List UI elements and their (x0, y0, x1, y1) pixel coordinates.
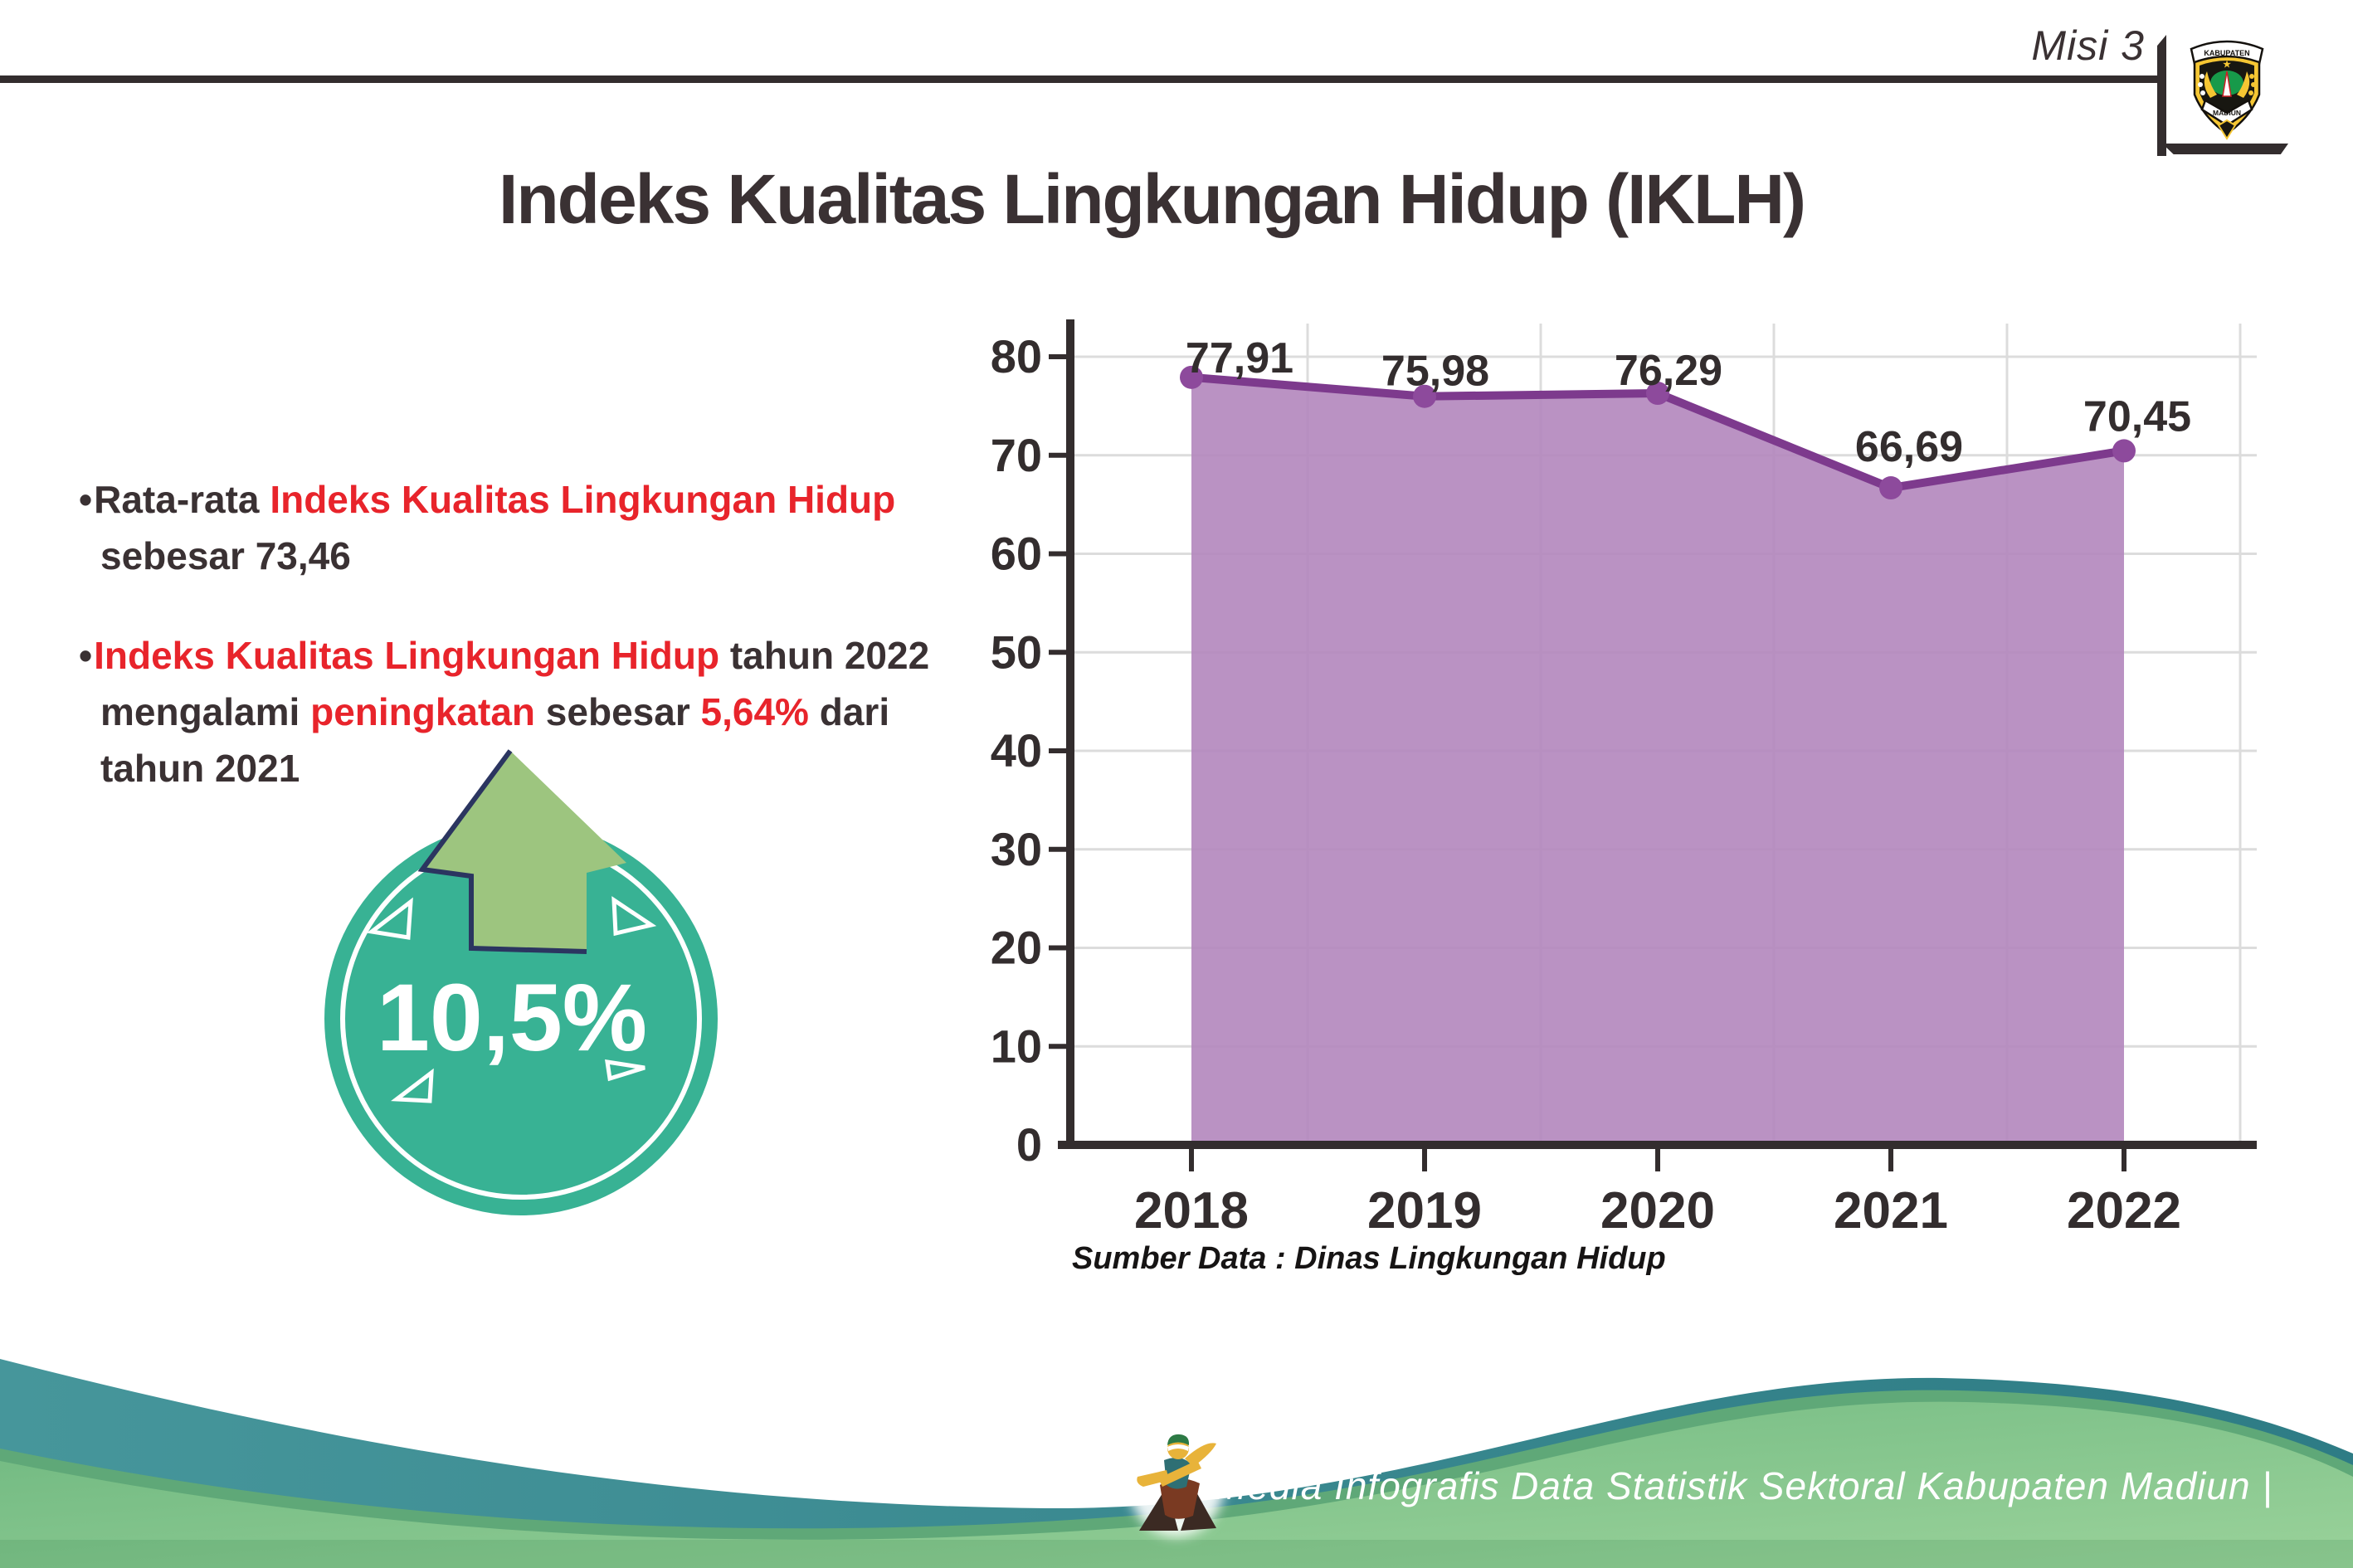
bullet-marker: • (79, 478, 93, 521)
y-tick-label: 60 (991, 528, 1042, 580)
bullet-marker: • (79, 634, 93, 677)
data-label: 77,91 (1186, 334, 1293, 382)
x-tick-label: 2018 (1134, 1182, 1249, 1239)
footer-wave-art (0, 1359, 2353, 1568)
badge-accent-triangle (605, 1059, 645, 1082)
data-source-note: Sumber Data : Dinas Lingkungan Hidup (1072, 1241, 1666, 1276)
bullet-text-segment: tahun 2022 (719, 634, 930, 677)
badge-value: 10,5% (377, 965, 647, 1071)
bullet-line: sebesar 73,46 (79, 528, 1016, 584)
y-tick-label: 30 (991, 823, 1042, 875)
kabupaten-madiun-logo-icon: ★ KABUPATEN MADIUN (2190, 40, 2264, 140)
y-tick-label: 0 (1016, 1118, 1042, 1171)
logo-bottom-tip (2217, 119, 2237, 140)
data-label: 75,98 (1381, 348, 1489, 396)
badge-accent-triangle (366, 897, 413, 940)
bullet-text-segment: sebesar 73,46 (100, 534, 351, 577)
bullet-list: •Rata-rata Indeks Kualitas Lingkungan Hi… (79, 471, 1016, 840)
y-tick-label: 20 (991, 922, 1042, 974)
mission-label: Misi 3 (2031, 22, 2145, 69)
footer-bottom-strip (0, 1540, 2353, 1568)
data-point (1180, 365, 1203, 389)
dancer-mascot-icon (1128, 1430, 1225, 1536)
footer-caption: Media Infografis Data Statistik Sektoral… (1215, 1464, 2273, 1507)
data-point (1646, 382, 1669, 406)
bullet-text-segment: 5,64% (700, 690, 809, 733)
logo-top-text: KABUPATEN (2204, 49, 2249, 57)
bullet-text-segment: peningkatan (310, 690, 536, 733)
y-tick-label: 50 (991, 626, 1042, 678)
x-tick-label: 2021 (1834, 1182, 1948, 1239)
x-tick-label: 2020 (1600, 1182, 1715, 1239)
iklh-area-chart: 0 10 20 30 40 50 60 70 80 2018 2019 2020 2021 2022 77,… (991, 319, 2257, 1239)
chart-axes (1049, 319, 2257, 1171)
x-tick-label: 2019 (1367, 1182, 1482, 1239)
bullet-line: tahun 2021 (79, 740, 1016, 796)
bullet-text-segment: Indeks Kualitas Lingkungan Hidup (94, 634, 720, 677)
up-arrow-outline (417, 749, 587, 954)
bullet-text-segment: sebesar (535, 690, 701, 733)
bullet-text-segment: tahun 2021 (100, 747, 300, 790)
logo-rice-dot (2251, 82, 2256, 87)
bullet-text-segment: mengalami (100, 690, 311, 733)
chart-series (1180, 365, 2136, 1146)
data-point (1879, 476, 1902, 500)
logo-rice-dot (2248, 90, 2253, 95)
bullet-line: mengalami peningkatan sebesar 5,64% dari (79, 684, 1016, 740)
bullet-text-segment: Rata-rata (94, 478, 270, 521)
bullet-item: •Indeks Kualitas Lingkungan Hidup tahun … (79, 627, 1016, 796)
logo-cotton-dot (2200, 74, 2204, 79)
badge-accent-triangle (611, 896, 657, 937)
header-divider-line (0, 75, 2162, 83)
logo-star-icon: ★ (2223, 60, 2231, 70)
logo-left-wing-icon (2204, 71, 2217, 98)
logo-right-wing-icon (2237, 71, 2250, 98)
page-title: Indeks Kualitas Lingkungan Hidup (IKLH) (498, 160, 1806, 239)
data-label: 76,29 (1615, 347, 1722, 395)
data-point (2112, 439, 2136, 463)
bullet-text-segment: Indeks Kualitas Lingkungan Hidup (270, 478, 896, 521)
chart-labels: 0 10 20 30 40 50 60 70 80 2018 2019 2020 2021 2022 77,… (991, 330, 2191, 1239)
x-tick-label: 2022 (2067, 1182, 2181, 1239)
data-label: 66,69 (1855, 423, 1963, 471)
bullet-text-segment: dari (808, 690, 890, 733)
y-tick-label: 80 (991, 330, 1042, 382)
y-tick-label: 70 (991, 429, 1042, 481)
logo-cotton-dot (2198, 82, 2203, 87)
y-tick-label: 10 (991, 1020, 1042, 1072)
y-tick-label: 40 (991, 724, 1042, 777)
badge-accent-triangle (391, 1068, 434, 1103)
logo-cotton-dot (2200, 90, 2205, 95)
logo-bottom-text: MADIUN (2213, 109, 2241, 117)
badge-circle (324, 822, 718, 1215)
data-point (1413, 384, 1436, 408)
series-area (1191, 377, 2124, 1146)
increase-badge: 10,5% (324, 749, 718, 1215)
header-vertical-bar (2157, 35, 2166, 156)
header-corner-bar (2162, 144, 2288, 154)
logo-rice-dot (2249, 74, 2254, 79)
bullet-item: •Rata-rata Indeks Kualitas Lingkungan Hi… (79, 471, 1016, 584)
data-label: 70,45 (2083, 392, 2191, 441)
bullet-line: •Rata-rata Indeks Kualitas Lingkungan Hi… (79, 471, 1016, 528)
green-wave (0, 1401, 2353, 1568)
bullet-line: •Indeks Kualitas Lingkungan Hidup tahun … (79, 627, 1016, 684)
logo-kris-icon (2222, 71, 2232, 97)
